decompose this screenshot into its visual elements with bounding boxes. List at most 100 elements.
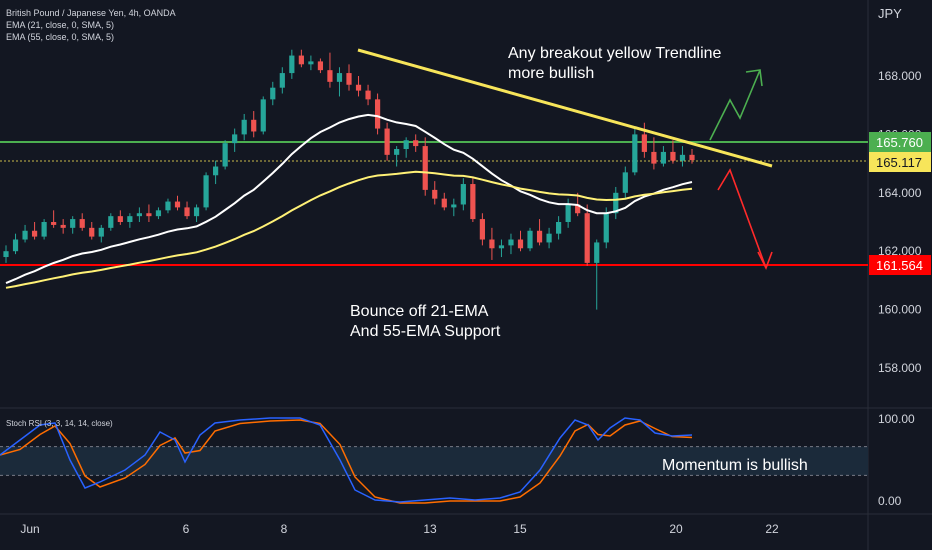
candle-body — [336, 73, 343, 82]
resistance-price-label: 165.760 — [876, 135, 923, 150]
candle-body — [108, 216, 114, 228]
rsi-level-label: 100.00 — [878, 412, 915, 426]
time-tick-label: Jun — [20, 522, 39, 536]
trendline — [357, 48, 773, 168]
time-tick-label: 20 — [669, 522, 683, 536]
candle-body — [651, 151, 657, 164]
candle-body — [355, 84, 362, 91]
currency-unit: JPY — [878, 6, 902, 21]
candle-body — [489, 239, 495, 249]
candle-body — [12, 239, 19, 252]
candle-body — [394, 149, 400, 155]
rsi-legend: Stoch RSI (3, 3, 14, 14, close) — [6, 419, 113, 428]
candle-body — [222, 143, 228, 167]
time-tick-label: 15 — [513, 522, 527, 536]
candle-body — [327, 70, 333, 82]
legend-ema21: EMA (21, close, 0, SMA, 5) — [6, 20, 115, 30]
legend-ema55: EMA (55, close, 0, SMA, 5) — [6, 32, 115, 42]
candle-body — [384, 128, 390, 155]
candle-body — [622, 172, 628, 193]
candle-body — [98, 227, 104, 237]
bearish-arrow-head — [757, 251, 773, 270]
bearish-arrow — [717, 168, 767, 269]
price-tick-label: 162.000 — [878, 244, 922, 258]
candle-body — [565, 204, 571, 222]
time-tick-label: 8 — [281, 522, 288, 536]
last-price-label-bg — [869, 152, 931, 172]
candle-body — [60, 224, 66, 228]
resistance-price-label-bg — [869, 132, 931, 152]
stoch-rsi-d-line — [0, 419, 693, 504]
time-tick-label: 13 — [423, 522, 437, 536]
candle-body — [460, 184, 466, 205]
support-price-label: 161.564 — [876, 258, 923, 273]
candle-body — [441, 198, 447, 208]
stoch-rsi-k-line — [0, 417, 693, 503]
time-tick-label: 6 — [183, 522, 190, 536]
candle-body — [155, 210, 162, 217]
candle-body — [346, 73, 352, 85]
candle-body — [146, 213, 152, 217]
price-tick-label: 168.000 — [878, 69, 922, 83]
candle-body — [527, 230, 533, 249]
candle-body — [374, 99, 381, 129]
candle-body — [317, 61, 324, 71]
candle-body — [594, 242, 600, 263]
price-tick-label: 160.000 — [878, 303, 922, 317]
candle-body — [22, 230, 28, 240]
candle-body — [298, 55, 304, 65]
candle-body — [413, 140, 419, 147]
candle-body — [279, 73, 285, 88]
price-tick-label: 164.000 — [878, 186, 922, 200]
candle-body — [241, 119, 247, 135]
candle-body — [632, 134, 638, 173]
candle-body — [70, 219, 76, 228]
candle-body — [517, 239, 524, 249]
candle-body — [251, 119, 257, 132]
candle-body — [689, 154, 695, 161]
candle-body — [213, 166, 219, 176]
legend-symbol: British Pound / Japanese Yen, 4h, OANDA — [6, 8, 176, 18]
candle-body — [584, 213, 590, 263]
candle-body — [508, 239, 514, 246]
time-tick-label: 22 — [765, 522, 779, 536]
candle-body — [365, 90, 371, 100]
candle-body — [89, 227, 95, 237]
candle-body — [136, 213, 142, 217]
candle-body — [308, 61, 314, 65]
candle-body — [470, 184, 476, 220]
chart-legend: British Pound / Japanese Yen, 4h, OANDA … — [6, 7, 176, 43]
candle-body — [451, 204, 457, 208]
candle-body — [184, 207, 190, 217]
candle-body — [79, 219, 85, 228]
candle-body — [260, 99, 266, 132]
annotation-bounce-line1: Bounce off 21-EMA — [350, 303, 489, 320]
support-price-label-bg — [869, 255, 931, 275]
candle-body — [422, 146, 428, 190]
candle-body — [432, 189, 438, 199]
candle-body — [3, 251, 9, 258]
annotation-bounce-line2: And 55-EMA Support — [350, 323, 501, 340]
candle-body — [270, 87, 276, 100]
ema21-line — [5, 113, 693, 285]
candle-body — [546, 233, 552, 243]
candle-body — [536, 230, 543, 243]
candle-body — [575, 204, 581, 214]
candle-body — [556, 222, 562, 234]
bullish-arrow — [709, 69, 761, 141]
ema55-line — [5, 170, 693, 289]
candle-body — [679, 154, 686, 161]
candle-body — [41, 222, 47, 237]
candle-body — [193, 207, 200, 217]
candle-body — [403, 140, 409, 149]
annotation-breakout: Any breakout yellow Trendline more bulli… — [508, 44, 721, 84]
annotation-breakout-line2: more bullish — [508, 65, 595, 82]
candle-body — [232, 134, 238, 144]
candle-body — [670, 151, 676, 161]
last-price-label: 165.117 — [876, 155, 922, 170]
candle-body — [203, 175, 209, 208]
candle-body — [603, 213, 609, 243]
candle-body — [660, 151, 667, 164]
